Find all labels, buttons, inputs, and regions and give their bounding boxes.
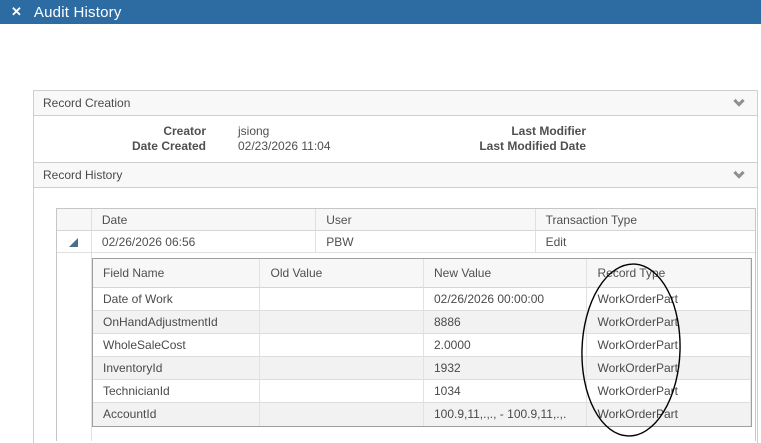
collapse-triangle-icon[interactable] <box>69 238 79 247</box>
detail-indent-spacer <box>57 253 92 441</box>
cell-record-type: WorkOrderPart <box>587 334 751 357</box>
cell-old-value <box>260 334 424 357</box>
date-created-label: Date Created <box>131 138 206 153</box>
detail-content: Field Name Old Value New Value Record Ty… <box>92 253 755 441</box>
cell-new-value: 2.0000 <box>423 334 588 357</box>
cell-field-name: OnHandAdjustmentId <box>93 311 261 334</box>
expand-column-header <box>57 209 92 231</box>
cell-new-value: 8886 <box>423 311 588 334</box>
field-changes-grid: Field Name Old Value New Value Record Ty… <box>92 258 752 427</box>
column-header-old-value[interactable]: Old Value <box>260 259 424 288</box>
last-modified-date-label: Last Modified Date <box>479 138 586 153</box>
page-title: Audit History <box>33 3 122 21</box>
history-grid: Date User Transaction Type 02/26/2026 06… <box>56 208 756 441</box>
cell-old-value <box>260 357 424 380</box>
creator-label: Creator <box>163 123 206 138</box>
table-row[interactable]: WholeSaleCost 2.0000 WorkOrderPart <box>93 334 751 357</box>
cell-field-name: InventoryId <box>93 357 261 380</box>
chevron-down-icon[interactable] <box>733 95 745 107</box>
cell-field-name: TechnicianId <box>93 380 261 403</box>
cell-record-type: WorkOrderPart <box>587 288 751 311</box>
cell-record-type: WorkOrderPart <box>587 403 751 426</box>
cell-new-value: 02/26/2026 00:00:00 <box>423 288 588 311</box>
dialog-titlebar: ✕ Audit History <box>0 0 761 24</box>
table-row[interactable]: TechnicianId 1034 WorkOrderPart <box>93 380 751 403</box>
cell-old-value <box>260 311 424 334</box>
column-header-new-value[interactable]: New Value <box>423 259 588 288</box>
record-history-title: Record History <box>43 168 123 182</box>
record-creation-body: Creator jsiong Date Created 02/23/2026 1… <box>34 116 757 162</box>
cell-new-value: 100.9,11,.,., - 100.9,11,.,. <box>423 403 588 426</box>
column-header-transaction-type[interactable]: Transaction Type <box>535 209 755 231</box>
cell-old-value <box>260 380 424 403</box>
cell-field-name: Date of Work <box>93 288 261 311</box>
history-row-user: PBW <box>316 231 536 253</box>
cell-record-type: WorkOrderPart <box>587 311 751 334</box>
column-header-user[interactable]: User <box>316 209 536 231</box>
creator-value: jsiong <box>238 123 270 138</box>
chevron-down-icon[interactable] <box>733 167 745 179</box>
last-modifier-label: Last Modifier <box>511 123 586 138</box>
history-grid-header-row: Date User Transaction Type <box>57 209 755 231</box>
cell-new-value: 1932 <box>423 357 588 380</box>
table-row[interactable]: AccountId 100.9,11,.,., - 100.9,11,.,. W… <box>93 403 751 426</box>
history-row-transaction-type: Edit <box>535 231 755 253</box>
date-created-value: 02/23/2026 11:04 <box>238 138 331 153</box>
record-history-header[interactable]: Record History <box>34 162 757 188</box>
column-header-field-name[interactable]: Field Name <box>93 259 261 288</box>
table-row[interactable]: InventoryId 1932 WorkOrderPart <box>93 357 751 380</box>
record-creation-header[interactable]: Record Creation <box>34 90 757 116</box>
history-row[interactable]: 02/26/2026 06:56 PBW Edit <box>57 231 755 253</box>
cell-old-value <box>260 403 424 426</box>
cell-old-value <box>260 288 424 311</box>
detail-grid-header-row: Field Name Old Value New Value Record Ty… <box>93 259 751 288</box>
cell-field-name: AccountId <box>93 403 261 426</box>
table-row[interactable]: OnHandAdjustmentId 8886 WorkOrderPart <box>93 311 751 334</box>
table-row[interactable]: Date of Work 02/26/2026 00:00:00 WorkOrd… <box>93 288 751 311</box>
cell-record-type: WorkOrderPart <box>587 380 751 403</box>
column-header-date[interactable]: Date <box>91 209 317 231</box>
cell-field-name: WholeSaleCost <box>93 334 261 357</box>
row-expand-cell[interactable] <box>57 231 92 253</box>
cell-new-value: 1034 <box>423 380 588 403</box>
history-row-date: 02/26/2026 06:56 <box>91 231 317 253</box>
audit-history-panel: Record Creation Creator jsiong Date Crea… <box>33 90 758 443</box>
record-creation-title: Record Creation <box>43 96 131 110</box>
cell-record-type: WorkOrderPart <box>587 357 751 380</box>
close-icon[interactable]: ✕ <box>11 4 22 19</box>
record-history-body: Date User Transaction Type 02/26/2026 06… <box>34 188 757 443</box>
history-detail-row: Field Name Old Value New Value Record Ty… <box>57 253 755 441</box>
column-header-record-type[interactable]: Record Type <box>587 259 751 288</box>
